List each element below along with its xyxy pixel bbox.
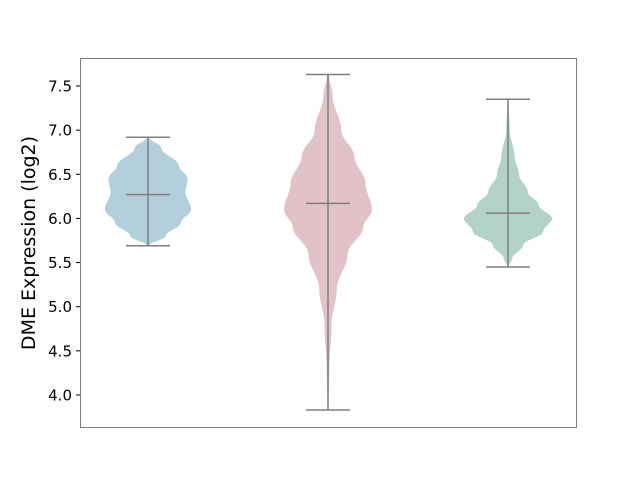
y-tick-label: 6.5 <box>48 166 72 184</box>
y-tick-label: 6.0 <box>48 210 72 228</box>
y-tick-label: 4.5 <box>48 342 72 360</box>
y-tick-label: 7.0 <box>48 122 72 140</box>
y-axis: 4.0 4.5 5.0 5.5 6.0 6.5 7.0 7.5 <box>48 78 80 405</box>
y-tick-label: 5.5 <box>48 254 72 272</box>
y-tick-label: 4.0 <box>48 387 72 405</box>
plot-frame <box>80 58 577 428</box>
y-tick-label: 7.5 <box>48 78 72 96</box>
y-tick-label: 5.0 <box>48 298 72 316</box>
y-axis-label: DME Expression (log2) <box>18 136 40 350</box>
violins <box>104 73 552 411</box>
